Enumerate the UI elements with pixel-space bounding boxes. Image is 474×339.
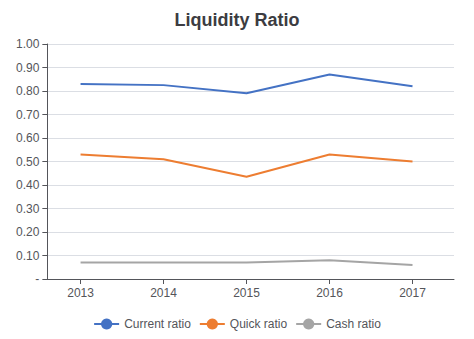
- svg-text:0.80: 0.80: [16, 84, 40, 98]
- svg-text:Quick ratio: Quick ratio: [230, 317, 288, 331]
- svg-text:2015: 2015: [233, 286, 260, 300]
- svg-text:-: -: [35, 272, 39, 286]
- svg-text:Cash ratio: Cash ratio: [326, 317, 381, 331]
- svg-text:0.10: 0.10: [16, 249, 40, 263]
- svg-text:0.20: 0.20: [16, 225, 40, 239]
- svg-text:0.70: 0.70: [16, 108, 40, 122]
- svg-text:1.00: 1.00: [16, 37, 40, 51]
- svg-text:2013: 2013: [67, 286, 94, 300]
- svg-text:0.90: 0.90: [16, 61, 40, 75]
- svg-text:Current ratio: Current ratio: [124, 317, 191, 331]
- svg-text:0.40: 0.40: [16, 178, 40, 192]
- svg-text:Liquidity Ratio: Liquidity Ratio: [175, 10, 300, 30]
- svg-text:0.50: 0.50: [16, 155, 40, 169]
- svg-text:0.60: 0.60: [16, 131, 40, 145]
- svg-text:2017: 2017: [399, 286, 426, 300]
- svg-text:0.30: 0.30: [16, 202, 40, 216]
- svg-text:2014: 2014: [150, 286, 177, 300]
- svg-text:2016: 2016: [316, 286, 343, 300]
